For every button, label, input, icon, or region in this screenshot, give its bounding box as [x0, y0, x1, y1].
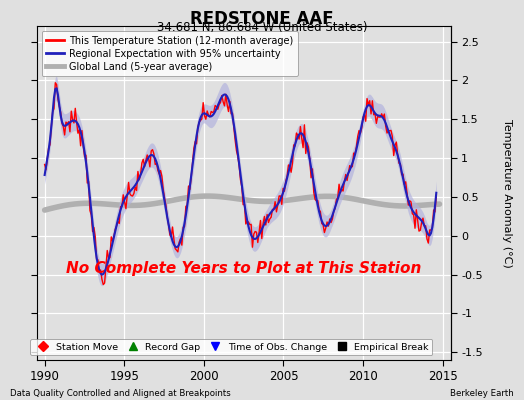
- Text: No Complete Years to Plot at This Station: No Complete Years to Plot at This Statio…: [66, 261, 421, 276]
- Legend: Station Move, Record Gap, Time of Obs. Change, Empirical Break: Station Move, Record Gap, Time of Obs. C…: [30, 339, 432, 355]
- Text: REDSTONE AAF: REDSTONE AAF: [190, 10, 334, 28]
- Text: Berkeley Earth: Berkeley Earth: [450, 389, 514, 398]
- Text: 34.681 N, 86.684 W (United States): 34.681 N, 86.684 W (United States): [157, 21, 367, 34]
- Text: Data Quality Controlled and Aligned at Breakpoints: Data Quality Controlled and Aligned at B…: [10, 389, 231, 398]
- Y-axis label: Temperature Anomaly (°C): Temperature Anomaly (°C): [502, 119, 512, 267]
